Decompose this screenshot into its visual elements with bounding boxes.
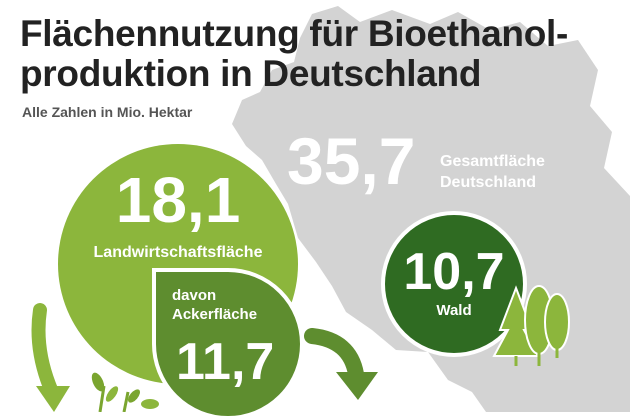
agricultural-area-label: Landwirtschaftsfläche (93, 244, 263, 261)
arable-land-value: 11,7 (176, 333, 275, 391)
arable-land-shape: davon Ackerfläche 11,7 (152, 268, 304, 420)
agricultural-area-circle: 18,1 Landwirtschaftsfläche (58, 144, 298, 384)
agricultural-area-value: 18,1 (115, 164, 241, 236)
subtitle: Alle Zahlen in Mio. Hektar (22, 104, 193, 120)
forest-area-label: Wald (436, 301, 472, 319)
forest-area-circle: 10,7 Wald (381, 211, 527, 357)
forest-area-value: 10,7 (403, 242, 505, 301)
title-line-2: produktion in Deutschland (20, 53, 482, 94)
total-area-label-line-2: Deutschland (440, 174, 537, 191)
total-area-label-line-1: Gesamtfläche (440, 153, 545, 170)
arable-land-label: davon Ackerfläche (172, 286, 257, 324)
page-title: Flächennutzung für Bioethanol- produktio… (20, 14, 568, 94)
total-area-label: Gesamtfläche Deutschland (440, 151, 545, 193)
title-line-1: Flächennutzung für Bioethanol- (20, 13, 569, 54)
arable-land-prefix: davon (172, 287, 217, 304)
total-area-value: 35,7 (287, 124, 416, 198)
arable-land-label-text: Ackerfläche (172, 306, 258, 323)
